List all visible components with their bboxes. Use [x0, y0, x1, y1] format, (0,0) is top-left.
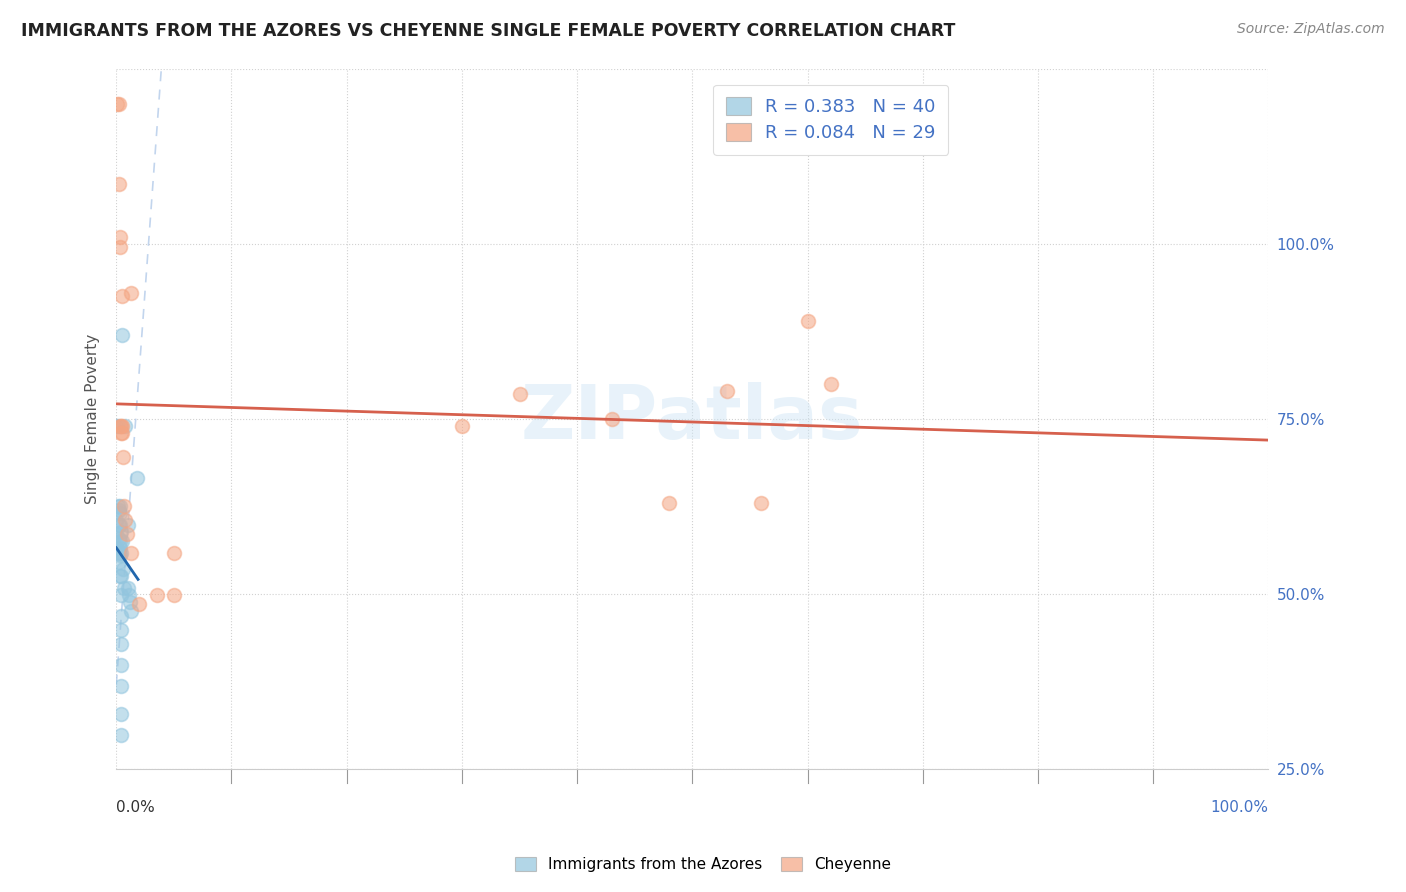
Point	[111, 289, 134, 303]
Point	[658, 495, 681, 509]
Point	[108, 534, 131, 549]
Point	[108, 541, 131, 555]
Point	[105, 418, 128, 433]
Point	[111, 425, 134, 440]
Point	[108, 569, 131, 583]
Point	[751, 495, 773, 509]
Point	[112, 581, 135, 595]
Point	[114, 513, 136, 527]
Point	[108, 240, 131, 254]
Point	[716, 384, 738, 398]
Point	[105, 541, 128, 555]
Point	[145, 588, 167, 602]
Point	[110, 658, 132, 673]
Point	[110, 637, 132, 651]
Point	[117, 518, 139, 533]
Point	[451, 418, 474, 433]
Point	[820, 376, 842, 391]
Text: ZIPatlas: ZIPatlas	[522, 382, 863, 455]
Point	[120, 595, 142, 609]
Y-axis label: Single Female Poverty: Single Female Poverty	[86, 334, 100, 504]
Point	[114, 418, 136, 433]
Point	[110, 706, 132, 721]
Point	[108, 499, 131, 513]
Point	[107, 546, 129, 560]
Legend: Immigrants from the Azores, Cheyenne: Immigrants from the Azores, Cheyenne	[508, 849, 898, 880]
Point	[125, 471, 148, 485]
Point	[110, 623, 132, 637]
Text: 100.0%: 100.0%	[1211, 800, 1268, 815]
Point	[107, 418, 129, 433]
Point	[120, 604, 142, 618]
Point	[108, 229, 131, 244]
Point	[108, 548, 131, 562]
Text: 0.0%: 0.0%	[117, 800, 155, 815]
Point	[163, 588, 186, 602]
Point	[107, 96, 129, 111]
Point	[107, 555, 129, 569]
Point	[110, 588, 132, 602]
Text: IMMIGRANTS FROM THE AZORES VS CHEYENNE SINGLE FEMALE POVERTY CORRELATION CHART: IMMIGRANTS FROM THE AZORES VS CHEYENNE S…	[21, 22, 956, 40]
Point	[110, 569, 132, 583]
Point	[111, 418, 134, 433]
Point	[163, 546, 186, 560]
Point	[112, 450, 135, 464]
Point	[110, 418, 132, 433]
Point	[509, 387, 531, 401]
Point	[108, 418, 131, 433]
Point	[600, 411, 623, 425]
Point	[111, 327, 134, 342]
Point	[107, 502, 129, 516]
Point	[117, 581, 139, 595]
Point	[108, 506, 131, 520]
Point	[110, 546, 132, 560]
Point	[110, 679, 132, 693]
Point	[107, 532, 129, 546]
Point	[111, 534, 134, 549]
Point	[115, 527, 138, 541]
Point	[120, 546, 142, 560]
Point	[120, 285, 142, 300]
Point	[107, 177, 129, 191]
Point	[796, 313, 818, 327]
Point	[107, 518, 129, 533]
Point	[110, 524, 132, 539]
Point	[118, 588, 141, 602]
Point	[108, 518, 131, 533]
Point	[112, 499, 135, 513]
Point	[105, 527, 128, 541]
Point	[110, 728, 132, 742]
Point	[107, 96, 129, 111]
Legend: R = 0.383   N = 40, R = 0.084   N = 29: R = 0.383 N = 40, R = 0.084 N = 29	[713, 85, 948, 154]
Point	[107, 499, 129, 513]
Point	[112, 562, 135, 576]
Point	[110, 425, 132, 440]
Point	[110, 609, 132, 624]
Text: Source: ZipAtlas.com: Source: ZipAtlas.com	[1237, 22, 1385, 37]
Point	[128, 597, 150, 611]
Point	[105, 513, 128, 527]
